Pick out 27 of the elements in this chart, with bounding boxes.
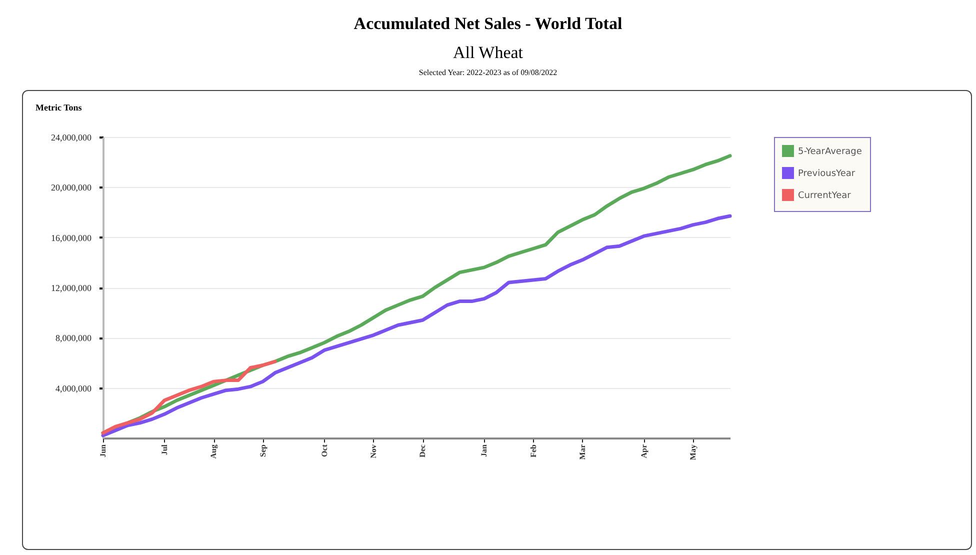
line-series — [101, 214, 732, 438]
chart-title: Accumulated Net Sales - World Total — [352, 14, 624, 34]
x-tick-label: Dec — [418, 444, 428, 458]
y-tick-label: 8,000,000 — [56, 333, 92, 344]
x-tick-label: Aug — [209, 444, 218, 459]
text: Selected Year: 2022-2023 as of 09/08/2022 — [418, 68, 558, 77]
y-tick-label: 20,000,000 — [51, 182, 92, 193]
legend-label: CurrentYear — [798, 191, 852, 201]
y-tick-label: 16,000,000 — [51, 232, 92, 243]
line-series — [101, 360, 277, 435]
x-tick-label: Feb — [528, 444, 538, 458]
x-tick-label: Jan — [480, 444, 489, 457]
legend-label: PreviousYear — [798, 169, 856, 179]
y-tick-label: 24,000,000 — [51, 132, 92, 142]
x-tick-label: Mar — [578, 444, 587, 460]
x-tick-label: Apr — [639, 444, 648, 458]
x-tick-label: Jun — [98, 444, 108, 458]
y-axis-title: Metric Tons — [36, 102, 82, 112]
x-tick-label: Oct — [320, 444, 329, 457]
y-tick-label: 4,000,000 — [56, 383, 92, 394]
x-tick-label: May — [688, 444, 698, 460]
chart-subtitle: All Wheat — [452, 43, 524, 63]
x-tick-label: Jul — [160, 444, 169, 456]
legend-label: 5-YearAverage — [798, 147, 862, 157]
x-tick-label: Nov — [368, 444, 378, 458]
y-tick-label: 12,000,000 — [51, 283, 92, 293]
x-tick-label: Sep — [258, 444, 268, 457]
